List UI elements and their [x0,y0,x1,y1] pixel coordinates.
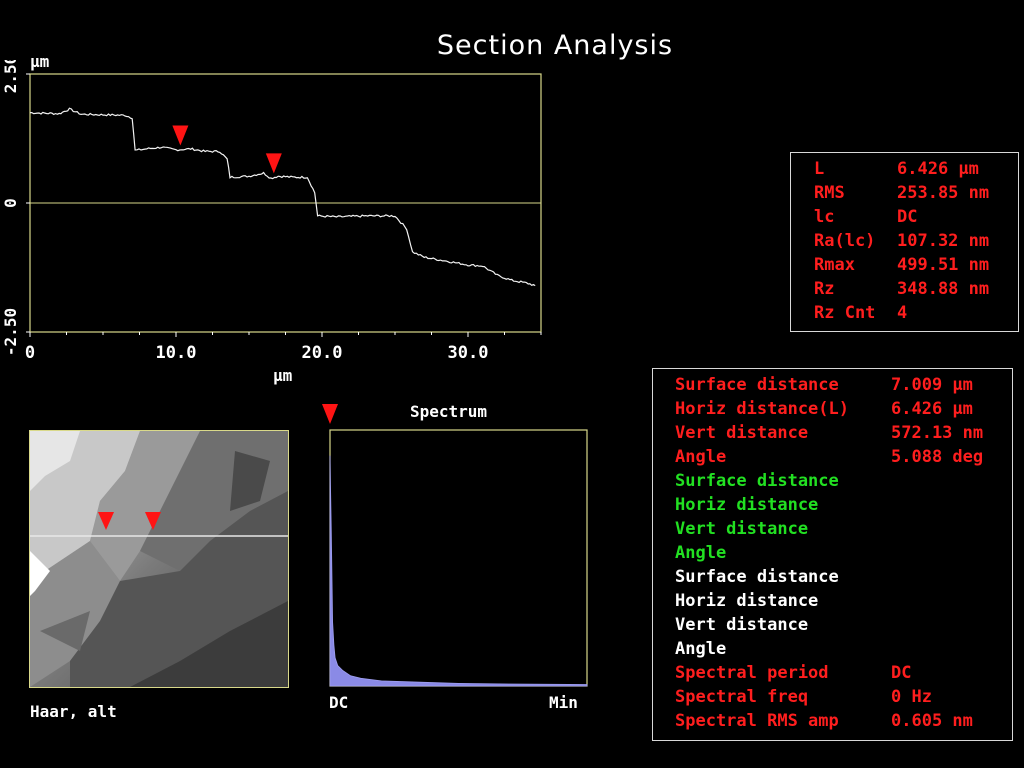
measurement-value: 572.13 nm [891,423,984,443]
roughness-row: L 6.426 µm [814,157,1018,181]
profile-trace [29,107,536,287]
measurement-key: Horiz distance(L) [675,399,849,419]
spectrum-frame [329,429,588,687]
roughness-key: RMS [814,183,845,203]
measurement-row: Angle [675,541,1012,565]
y-tick-label: 2.50 [1,60,20,93]
measurement-row: Spectral freq 0 Hz [675,685,1012,709]
measurement-key: Horiz distance [675,495,819,515]
measurement-value: 6.426 µm [891,399,973,419]
measurement-row: Angle [675,637,1012,661]
measurement-key: Surface distance [675,471,839,491]
roughness-row: Rz 348.88 nm [814,277,1018,301]
profile-y-unit: µm [30,52,50,71]
profile-x-unit: µm [273,366,293,385]
page-title: Section Analysis [436,30,674,61]
afm-image-graphic [30,431,288,687]
measurement-row: Angle 5.088 deg [675,445,1012,469]
spectrum-dc-label: DC [329,693,349,712]
roughness-key: L [814,159,825,179]
measurement-key: Horiz distance [675,591,819,611]
roughness-row: lc DC [814,205,1018,229]
x-tick-label: 20.0 [302,343,343,363]
roughness-row: Rmax 499.51 nm [814,253,1018,277]
roughness-value: 6.426 µm [897,159,979,179]
measurement-key: Vert distance [675,615,809,635]
measurement-value: 5.088 deg [891,447,984,467]
roughness-key: Rmax [814,255,855,275]
roughness-panel: L 6.426 µm RMS 253.85 nm lc DC Ra(lc) 107.32 nm… [790,152,1019,332]
x-tick-label: 30.0 [448,343,489,363]
profile-marker-red-2 [265,153,282,174]
spectrum-title: Spectrum [410,402,488,421]
roughness-key: lc [814,207,835,227]
measurement-row: Surface distance [675,565,1012,589]
image-marker-red-2 [145,512,161,530]
measurement-row: Vert distance [675,517,1012,541]
spectrum-area [329,455,588,687]
measurement-key: Angle [675,543,727,563]
roughness-value: 107.32 nm [897,231,990,251]
spectrum-marker-red [322,404,338,424]
profile-marker-red-1 [172,125,189,146]
image-marker-red-1 [98,512,114,530]
y-tick-label: 0 [1,198,20,208]
measurement-key: Vert distance [675,519,809,539]
roughness-key: Rz Cnt [814,303,876,323]
roughness-key: Rz [814,279,835,299]
roughness-key: Ra(lc) [814,231,876,251]
measurement-key: Spectral freq [675,687,809,707]
measurement-row: Horiz distance(L) 6.426 µm [675,397,1012,421]
afm-height-image[interactable] [29,430,289,688]
measurement-key: Vert distance [675,423,809,443]
measurement-row: Vert distance [675,613,1012,637]
roughness-value: 348.88 nm [897,279,990,299]
measurement-value: 0 Hz [891,687,932,707]
roughness-row: RMS 253.85 nm [814,181,1018,205]
spectrum-min-label: Min [549,693,578,712]
profile-chart: 2.50 0 -2.50 0 10.0 20.0 30.0 [1,60,542,363]
roughness-value: 499.51 nm [897,255,990,275]
measurement-key: Surface distance [675,375,839,395]
measurement-row: Spectral RMS amp 0.605 nm [675,709,1012,733]
measurement-row: Spectral period DC [675,661,1012,685]
measurement-key: Spectral RMS amp [675,711,839,731]
roughness-value: DC [897,207,918,227]
measurement-row: Horiz distance [675,493,1012,517]
roughness-row: Rz Cnt 4 [814,301,1018,325]
y-tick-label: -2.50 [1,308,20,356]
measurement-row: Horiz distance [675,589,1012,613]
measurement-row: Vert distance 572.13 nm [675,421,1012,445]
measurement-key: Angle [675,447,727,467]
measurement-row: Surface distance 7.009 µm [675,373,1012,397]
x-tick-label: 0 [25,343,35,363]
measurement-key: Angle [675,639,727,659]
measurement-value: 0.605 nm [891,711,973,731]
x-tick-label: 10.0 [156,343,197,363]
measurement-key: Surface distance [675,567,839,587]
roughness-row: Ra(lc) 107.32 nm [814,229,1018,253]
measurement-row: Surface distance [675,469,1012,493]
measurement-value: 7.009 µm [891,375,973,395]
roughness-value: 4 [897,303,908,323]
spectrum-chart [322,404,588,687]
measurement-value: DC [891,663,912,683]
image-caption: Haar, alt [30,702,117,721]
measurement-panel: Surface distance 7.009 µm Horiz distance(L… [652,368,1013,741]
roughness-value: 253.85 nm [897,183,990,203]
measurement-key: Spectral period [675,663,829,683]
